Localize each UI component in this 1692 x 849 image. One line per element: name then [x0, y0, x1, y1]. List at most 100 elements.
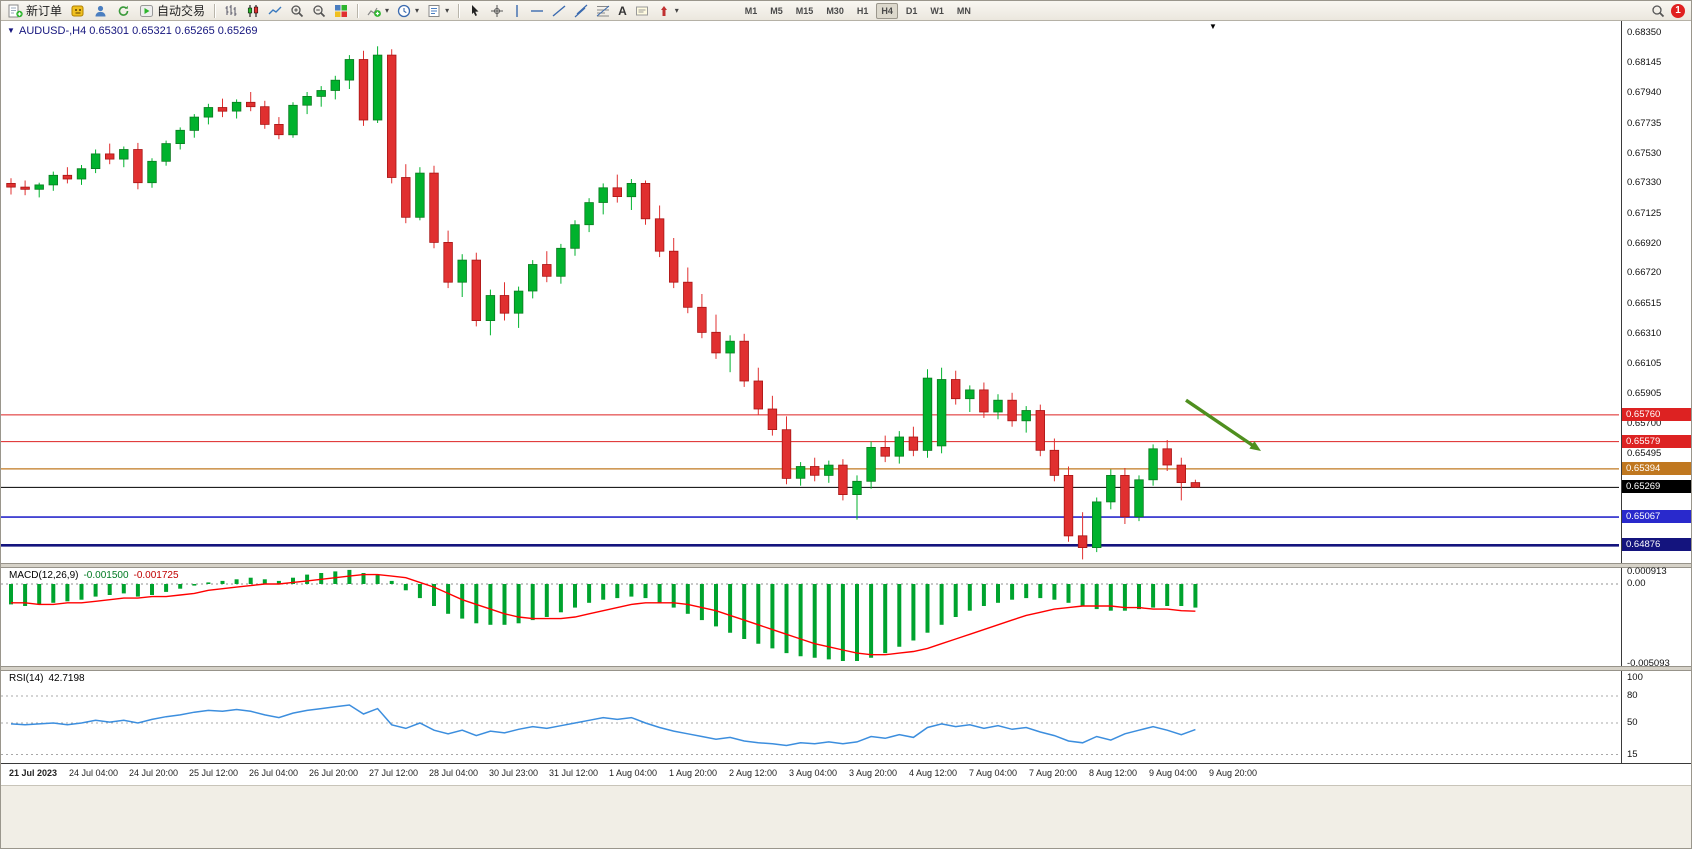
candle-body	[161, 143, 171, 162]
price-tick-label: 0.66920	[1627, 237, 1662, 249]
candle-body	[443, 241, 453, 283]
timeframe-button-mn[interactable]: MN	[956, 5, 971, 16]
pane-divider[interactable]	[1, 666, 1691, 671]
cursor-tool-button[interactable]	[465, 3, 485, 19]
timeframe-button-d1[interactable]: D1	[905, 5, 918, 16]
time-axis-label: 26 Jul 04:00	[249, 768, 299, 778]
candle-body	[260, 106, 270, 125]
label-icon	[635, 4, 649, 18]
timeframe-button-m5[interactable]: M5	[770, 5, 783, 16]
crosshair-tool-button[interactable]	[487, 3, 507, 19]
notification-badge[interactable]: 1	[1671, 3, 1685, 18]
time-axis-label: 30 Jul 23:00	[489, 768, 539, 778]
refresh-button[interactable]	[113, 3, 134, 19]
price-chart-pane[interactable]: ▼ AUDUSD-,H4 0.65301 0.65321 0.65265 0.6…	[1, 21, 1691, 563]
autotrading-button[interactable]: 自动交易	[136, 1, 208, 20]
rsi-label: RSI(14)	[9, 673, 44, 684]
expert-advisor-button[interactable]	[67, 3, 88, 19]
candlestick-mode-button[interactable]	[243, 3, 263, 19]
candle-body	[697, 306, 707, 333]
macd-label: MACD(12,26,9)	[9, 570, 79, 581]
text-label-tool-button[interactable]	[632, 3, 652, 19]
time-axis[interactable]: 21 Jul 2023 24 Jul 04:00 24 Jul 20:00 25 Ju…	[1, 763, 1691, 785]
candle-body	[993, 399, 1003, 413]
price-chart-svg[interactable]	[1, 21, 1619, 563]
rsi-tick-label: 50	[1627, 717, 1638, 728]
candle-body	[499, 295, 510, 314]
candle-body	[76, 168, 87, 180]
macd-value: -0.001500	[83, 570, 129, 581]
candle-body	[584, 202, 594, 226]
accounts-button[interactable]	[90, 3, 111, 19]
timeframe-button-m1[interactable]: M1	[744, 5, 758, 16]
candle-body	[344, 59, 355, 81]
candle-body	[1035, 410, 1046, 451]
timeframe-button-m30[interactable]: M30	[826, 5, 844, 16]
time-axis-label: 1 Aug 04:00	[609, 768, 658, 778]
templates-menu-button[interactable]: ▾	[424, 3, 452, 19]
pane-divider[interactable]	[1, 563, 1691, 568]
timeframe-button-h1[interactable]: H1	[856, 5, 869, 16]
timeframe-button-m15[interactable]: M15	[795, 5, 814, 16]
time-axis-label: 26 Jul 20:00	[309, 768, 359, 778]
time-axis-label: 24 Jul 20:00	[129, 768, 179, 778]
channel-tool-button[interactable]	[571, 3, 591, 19]
trendline-tool-button[interactable]	[549, 3, 569, 19]
fibonacci-tool-button[interactable]	[593, 3, 613, 19]
macd-axis[interactable]: 0.000913 0.00 -0.005093	[1621, 566, 1691, 669]
vertical-line-icon	[512, 4, 522, 18]
candle-body	[542, 264, 552, 277]
toolbar-separator	[214, 3, 216, 18]
bar-chart-mode-button[interactable]	[221, 3, 241, 19]
macd-tick-label: -0.005093	[1627, 658, 1670, 669]
vertical-line-tool-button[interactable]	[509, 3, 525, 19]
candle-body	[894, 436, 905, 457]
rsi-chart-svg[interactable]	[1, 671, 1619, 763]
indicators-menu-button[interactable]: ▾	[364, 3, 392, 19]
candle-body	[429, 172, 439, 243]
candle-body	[1063, 474, 1074, 537]
chart-collapse-icon[interactable]: ▼	[7, 26, 15, 35]
trendline-icon	[552, 4, 566, 18]
trend-arrow[interactable]	[1185, 398, 1257, 449]
candle-body	[838, 464, 848, 496]
price-tick-label: 0.65495	[1627, 447, 1662, 459]
candle-body	[767, 408, 778, 431]
rsi-value: 42.7198	[48, 673, 85, 684]
candle-body	[612, 187, 623, 198]
tile-windows-button[interactable]	[331, 3, 351, 19]
trend-arrow-head	[1249, 441, 1261, 452]
arrows-tool-button[interactable]: ▾	[654, 3, 682, 19]
candlestick-icon	[246, 4, 260, 18]
macd-pane[interactable]: MACD(12,26,9) -0.001500 -0.001725 0.000913…	[1, 566, 1691, 669]
time-axis-label: 7 Aug 20:00	[1029, 768, 1078, 778]
horizontal-line-tool-button[interactable]	[527, 3, 547, 19]
candle-body	[471, 259, 482, 322]
candle-body	[781, 429, 792, 479]
clock-icon	[397, 4, 411, 18]
profile-icon	[93, 4, 108, 18]
candle-body	[245, 101, 256, 108]
rsi-pane[interactable]: RSI(14) 42.7198 100 80 50 15	[1, 671, 1691, 763]
periods-menu-button[interactable]: ▾	[394, 3, 422, 19]
price-tick-label: 0.68145	[1627, 57, 1662, 69]
search-icon[interactable]	[1651, 4, 1665, 18]
new-order-button[interactable]: 新订单	[5, 1, 65, 20]
line-chart-mode-button[interactable]	[265, 3, 285, 19]
price-axis[interactable]: 0.68350 0.68145 0.67940 0.67735 0.67530 0.673…	[1621, 21, 1691, 563]
price-level-label: 0.64876	[1622, 538, 1691, 552]
chart-title: AUDUSD-,H4 0.65301 0.65321 0.65265 0.652…	[19, 25, 258, 37]
zoom-out-button[interactable]	[309, 3, 329, 19]
text-tool-button[interactable]: A	[615, 3, 630, 19]
timeframe-button-h4[interactable]: H4	[876, 2, 898, 19]
zoom-in-button[interactable]	[287, 3, 307, 19]
time-axis-label: 21 Jul 2023	[9, 768, 58, 778]
macd-chart-svg[interactable]	[1, 568, 1619, 666]
macd-tick-label: 0.000913	[1627, 566, 1667, 577]
chart-shift-marker-icon[interactable]: ▼	[1209, 22, 1217, 31]
chevron-down-icon: ▾	[385, 6, 390, 15]
price-tick-label: 0.66515	[1627, 297, 1662, 309]
time-axis-label: 7 Aug 04:00	[969, 768, 1018, 778]
rsi-axis[interactable]: 100 80 50 15	[1621, 671, 1691, 763]
timeframe-button-w1[interactable]: W1	[930, 5, 944, 16]
